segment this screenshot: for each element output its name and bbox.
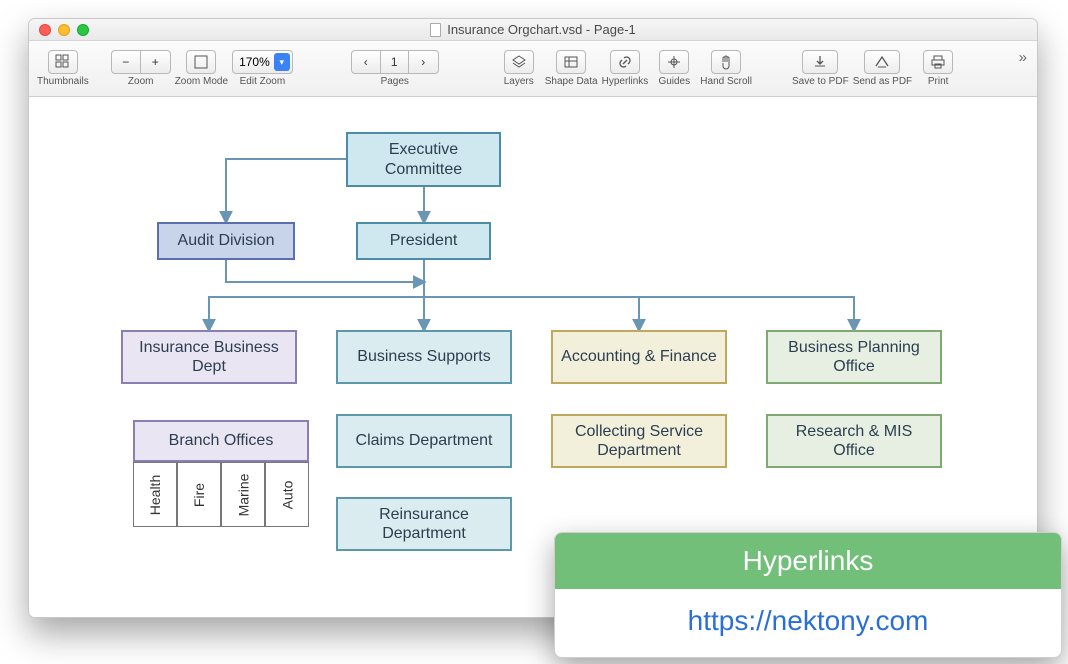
hand-scroll-label: Hand Scroll [700,76,752,87]
org-node-audit[interactable]: Audit Division [157,222,295,260]
shape-data-label: Shape Data [545,76,598,87]
thumbnails-label: Thumbnails [37,76,89,87]
toolbar-overflow-icon[interactable]: » [1019,49,1027,66]
send-pdf-label: Send as PDF [853,76,912,87]
org-node-plan[interactable]: Business Planning Office [766,330,942,384]
org-node-bsup[interactable]: Business Supports [336,330,512,384]
pages-tool[interactable]: ‹ 1 › Pages [351,50,439,87]
thumbnails-tool[interactable]: Thumbnails [37,50,89,87]
branch-sub-auto[interactable]: Auto [265,462,309,527]
app-window: Insurance Orgchart.vsd - Page-1 Thumbnai… [28,18,1038,618]
print-label: Print [928,76,949,87]
zoom-select-tool[interactable]: 170% ▾ Edit Zoom [232,50,293,87]
hyperlinks-popup: Hyperlinks https://nektony.com [554,532,1062,658]
hand-scroll-tool[interactable]: Hand Scroll [700,50,752,87]
org-node-mis[interactable]: Research & MIS Office [766,414,942,468]
send-pdf-tool[interactable]: Send as PDF [853,50,912,87]
org-node-pres[interactable]: President [356,222,491,260]
document-icon [430,23,441,37]
save-pdf-label: Save to PDF [792,76,849,87]
edit-zoom-label: Edit Zoom [240,76,286,87]
zoom-mode-tool[interactable]: Zoom Mode [175,50,228,87]
layers-label: Layers [504,76,534,87]
titlebar: Insurance Orgchart.vsd - Page-1 [29,19,1037,41]
guides-label: Guides [658,76,690,87]
shape-data-tool[interactable]: Shape Data [545,50,598,87]
org-node-collect[interactable]: Collecting Service Department [551,414,727,468]
org-node-acct[interactable]: Accounting & Finance [551,330,727,384]
org-node-exec[interactable]: Executive Committee [346,132,501,187]
pages-label: Pages [381,76,409,87]
branch-sub-fire[interactable]: Fire [177,462,221,527]
window-title: Insurance Orgchart.vsd - Page-1 [29,22,1037,37]
hyperlinks-popup-url[interactable]: https://nektony.com [555,589,1061,657]
print-tool[interactable]: Print [916,50,960,87]
zoom-label: Zoom [128,76,154,87]
layers-tool[interactable]: Layers [497,50,541,87]
prev-page-button[interactable]: ‹ [351,50,381,74]
save-pdf-tool[interactable]: Save to PDF [792,50,849,87]
branch-sub-health[interactable]: Health [133,462,177,527]
window-title-text: Insurance Orgchart.vsd - Page-1 [447,22,636,37]
zoom-mode-label: Zoom Mode [175,76,228,87]
org-node-branch[interactable]: Branch Offices [133,420,309,462]
branch-sub-marine[interactable]: Marine [221,462,265,527]
zoom-value: 170% [239,55,270,69]
org-node-ins[interactable]: Insurance Business Dept [121,330,297,384]
zoom-tool[interactable]: − + Zoom [111,50,171,87]
hyperlinks-label: Hyperlinks [602,76,649,87]
hyperlinks-tool[interactable]: Hyperlinks [602,50,649,87]
next-page-button[interactable]: › [409,50,439,74]
guides-tool[interactable]: Guides [652,50,696,87]
dropdown-arrow-icon[interactable]: ▾ [274,53,290,71]
org-node-claims[interactable]: Claims Department [336,414,512,468]
page-number: 1 [381,50,409,74]
toolbar: Thumbnails − + Zoom Zoom Mode 170% ▾ Edi… [29,41,1037,97]
org-node-reins[interactable]: Reinsurance Department [336,497,512,551]
hyperlinks-popup-title: Hyperlinks [555,533,1061,589]
